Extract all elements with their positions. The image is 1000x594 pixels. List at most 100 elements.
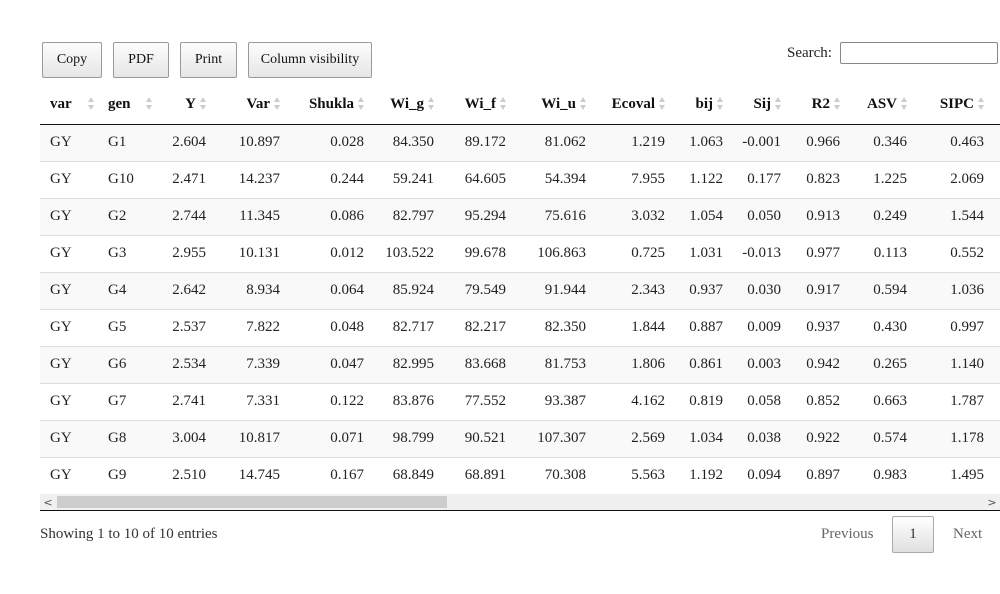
column-header-wi-g[interactable]: Wi_g — [368, 85, 438, 125]
table-cell: 14.237 — [210, 160, 284, 198]
table-cell: 0.463 — [911, 124, 988, 161]
table-cell: 0.058 — [727, 382, 785, 420]
table-cell: 0.113 — [844, 234, 911, 272]
sort-icon[interactable] — [428, 97, 434, 111]
column-header-asv[interactable]: ASV — [844, 85, 911, 125]
column-header-wi-u[interactable]: Wi_u — [510, 85, 590, 125]
column-header-wi-f[interactable]: Wi_f — [438, 85, 510, 125]
table-cell: 11.345 — [210, 197, 284, 235]
column-header-ev[interactable]: EV — [988, 85, 1000, 125]
column-header-label: Var — [246, 95, 270, 112]
table-cell: 0.937 — [785, 308, 844, 346]
table-row[interactable]: GY G4 2.642 8.934 0.064 85.924 79.549 91.944 2.3… — [40, 271, 1000, 309]
column-header-sipc[interactable]: SIPC — [911, 85, 988, 125]
sort-icon[interactable] — [901, 97, 907, 111]
search-input[interactable] — [840, 42, 998, 64]
table-cell: 3.032 — [590, 197, 669, 235]
table-cell: 0.574 — [844, 419, 911, 457]
table-cell: 107.307 — [510, 419, 590, 457]
table-cell: 0.244 — [284, 160, 368, 198]
scrollbar-thumb[interactable] — [57, 496, 447, 508]
table-cell: 2.744 — [156, 197, 210, 235]
table-row[interactable]: GY G3 2.955 10.131 0.012 103.522 99.678 106.863… — [40, 234, 1000, 272]
table-cell: 0.02 — [988, 234, 1000, 272]
table-row[interactable]: GY G6 2.534 7.339 0.047 82.995 83.668 81.753 1.8… — [40, 345, 1000, 383]
table-row[interactable]: GY G9 2.510 14.745 0.167 68.849 68.891 70.308 5.… — [40, 456, 1000, 494]
column-header-var[interactable]: var — [40, 85, 98, 125]
table-cell: 0.04 — [988, 308, 1000, 346]
table-cell: 85.924 — [368, 271, 438, 309]
table-row[interactable]: GY G1 2.604 10.897 0.028 84.350 89.172 81.062 1.… — [40, 124, 1000, 161]
table-cell: 2.537 — [156, 308, 210, 346]
column-header-sij[interactable]: Sij — [727, 85, 785, 125]
table-cell: 10.817 — [210, 419, 284, 457]
column-header-shukla[interactable]: Shukla — [284, 85, 368, 125]
table-cell: 2.955 — [156, 234, 210, 272]
table-cell: 2.642 — [156, 271, 210, 309]
sort-icon[interactable] — [775, 97, 781, 111]
column-visibility-button[interactable]: Column visibility — [248, 42, 372, 78]
next-page-button[interactable]: Next — [953, 526, 983, 542]
previous-page-button[interactable]: Previous — [821, 526, 874, 542]
table-cell: 70.308 — [510, 456, 590, 494]
table-cell: 1.036 — [911, 271, 988, 309]
column-header-label: bij — [695, 95, 713, 112]
column-header-r2[interactable]: R2 — [785, 85, 844, 125]
table-row[interactable]: GY G10 2.471 14.237 0.244 59.241 64.605 54.394 7… — [40, 160, 1000, 198]
sort-icon[interactable] — [88, 97, 94, 111]
table-cell: 1.031 — [669, 234, 727, 272]
scroll-right-icon[interactable]: > — [987, 495, 997, 509]
copy-button[interactable]: Copy — [42, 42, 102, 78]
pdf-button[interactable]: PDF — [113, 42, 169, 78]
table-container: var gen Y Var Shukla Wi_g Wi_f Wi_u Ecoval bij Sij… — [40, 85, 1000, 510]
table-row[interactable]: GY G2 2.744 11.345 0.086 82.797 95.294 75.616 3.… — [40, 197, 1000, 235]
table-cell: 0.966 — [785, 124, 844, 161]
sort-icon[interactable] — [978, 97, 984, 111]
sort-icon[interactable] — [500, 97, 506, 111]
column-header-label: gen — [108, 95, 131, 112]
column-header-ecoval[interactable]: Ecoval — [590, 85, 669, 125]
table-cell: 0.937 — [669, 271, 727, 309]
search-label: Search: — [787, 45, 832, 61]
table-cell: 14.745 — [210, 456, 284, 494]
column-header-bij[interactable]: bij — [669, 85, 727, 125]
sort-icon[interactable] — [717, 97, 723, 111]
table-cell: 0.917 — [785, 271, 844, 309]
table-cell: 0.249 — [844, 197, 911, 235]
table-cell: G3 — [98, 234, 156, 272]
sort-icon[interactable] — [146, 97, 152, 111]
table-cell: 7.955 — [590, 160, 669, 198]
table-cell: GY — [40, 308, 98, 346]
scroll-left-icon[interactable]: < — [43, 495, 53, 509]
table-cell: 1.054 — [669, 197, 727, 235]
sort-icon[interactable] — [200, 97, 206, 111]
table-cell: 1.787 — [911, 382, 988, 420]
sort-icon[interactable] — [659, 97, 665, 111]
page-1-button[interactable]: 1 — [892, 516, 934, 553]
table-cell: 0.122 — [284, 382, 368, 420]
table-cell: 7.331 — [210, 382, 284, 420]
table-cell: 1.844 — [590, 308, 669, 346]
table-cell: 10.131 — [210, 234, 284, 272]
column-header-y[interactable]: Y — [156, 85, 210, 125]
sort-icon[interactable] — [580, 97, 586, 111]
column-header-gen[interactable]: gen — [98, 85, 156, 125]
sort-icon[interactable] — [834, 97, 840, 111]
horizontal-scrollbar[interactable]: < > — [40, 494, 1000, 510]
print-button[interactable]: Print — [180, 42, 237, 78]
table-row[interactable]: GY G7 2.741 7.331 0.122 83.876 77.552 93.387 4.1… — [40, 382, 1000, 420]
table-cell: 0.897 — [785, 456, 844, 494]
table-row[interactable]: GY G8 3.004 10.817 0.071 98.799 90.521 107.307 2… — [40, 419, 1000, 457]
table-row[interactable]: GY G5 2.537 7.822 0.048 82.717 82.217 82.350 1.8… — [40, 308, 1000, 346]
table-cell: 0.594 — [844, 271, 911, 309]
column-header-var[interactable]: Var — [210, 85, 284, 125]
sort-icon[interactable] — [358, 97, 364, 111]
table-cell: 0.09 — [988, 345, 1000, 383]
table-cell: 82.350 — [510, 308, 590, 346]
table-cell: 81.062 — [510, 124, 590, 161]
table-cell: 0.17 — [988, 197, 1000, 235]
table-cell: 0.003 — [727, 345, 785, 383]
table-cell: 83.876 — [368, 382, 438, 420]
table-cell: 1.225 — [844, 160, 911, 198]
sort-icon[interactable] — [274, 97, 280, 111]
